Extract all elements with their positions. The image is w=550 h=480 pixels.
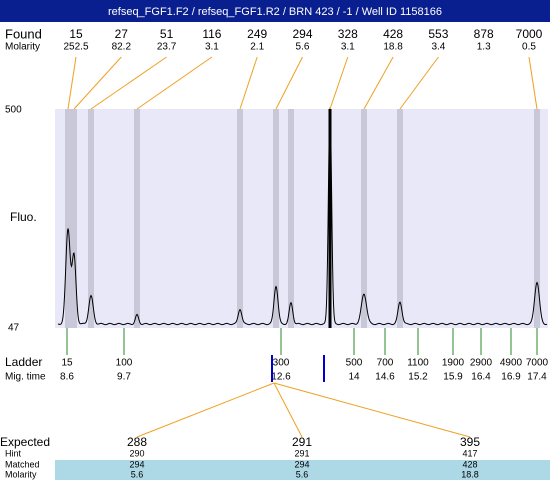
molarity-value: 0.5 <box>522 42 536 53</box>
ladder-label: Ladder <box>5 355 42 369</box>
cell: 294 <box>294 459 309 469</box>
found-size: 15 <box>69 27 83 41</box>
molarity-value: 5.6 <box>296 42 310 53</box>
ladder-size: 1100 <box>407 358 429 369</box>
mig-time: 15.2 <box>408 372 428 383</box>
axis-top: 500 <box>5 105 22 116</box>
title: refseq_FGF1.F2 / refseq_FGF1.R2 / BRN 42… <box>108 6 442 18</box>
found-connector <box>528 56 538 110</box>
found-size: 27 <box>115 27 129 41</box>
molarity-value: 18.8 <box>383 42 403 53</box>
found-connector <box>399 56 439 110</box>
mig-time: 9.7 <box>117 372 131 383</box>
molarity-value: 3.1 <box>341 42 355 53</box>
cell: 294 <box>129 459 144 469</box>
molarity-value: 3.1 <box>205 42 219 53</box>
band <box>288 109 294 328</box>
found-size: 51 <box>160 27 174 41</box>
found-size: 294 <box>292 27 312 41</box>
axis-label: Fluo. <box>10 210 37 224</box>
band <box>273 109 279 328</box>
band <box>534 109 540 328</box>
found-connector <box>73 56 122 110</box>
cell: 417 <box>462 448 477 458</box>
found-connector <box>275 56 303 110</box>
molarity-value: 3.4 <box>431 42 445 53</box>
trace <box>57 107 548 326</box>
found-connector <box>136 56 213 110</box>
matched-highlight <box>55 460 550 480</box>
molarity-value: 252.5 <box>63 42 88 53</box>
band <box>134 109 140 328</box>
mig-time: 8.6 <box>60 372 74 383</box>
found-size: 328 <box>338 27 358 41</box>
expected-connector <box>136 382 275 438</box>
band <box>65 109 71 328</box>
found-size: 553 <box>428 27 448 41</box>
cell: 291 <box>292 435 312 449</box>
mig-time: 16.4 <box>471 372 491 383</box>
row-label: Expected <box>0 435 50 449</box>
cell: 18.8 <box>461 469 479 479</box>
molarity-value: 1.3 <box>477 42 491 53</box>
found-size: 878 <box>474 27 494 41</box>
row-label: Hint <box>5 448 22 458</box>
row-label: Molarity <box>5 469 37 479</box>
ladder-size: 7000 <box>526 358 549 369</box>
ladder-size: 15 <box>61 358 73 369</box>
title-bar <box>0 0 550 22</box>
cell: 291 <box>294 448 309 458</box>
ladder-size: 700 <box>377 358 394 369</box>
mig-time-label: Mig. time <box>5 372 46 383</box>
found-connector <box>67 56 77 110</box>
found-size: 116 <box>202 27 221 41</box>
cell: 288 <box>127 435 147 449</box>
row-label: Matched <box>5 459 40 469</box>
found-connector <box>239 56 258 110</box>
cell: 395 <box>460 435 480 449</box>
found-label: Found <box>5 26 42 41</box>
molarity-value: 2.1 <box>250 42 264 53</box>
ladder-size: 500 <box>346 358 363 369</box>
ladder-size: 100 <box>116 358 133 369</box>
mig-time: 16.9 <box>501 372 521 383</box>
found-connector <box>329 56 349 110</box>
found-size: 249 <box>247 27 267 41</box>
found-connector <box>363 56 394 110</box>
molarity-value: 23.7 <box>157 42 177 53</box>
molarity-label: Molarity <box>5 42 40 53</box>
band <box>71 109 77 328</box>
found-connector <box>90 56 167 110</box>
mig-time: 14 <box>348 372 360 383</box>
found-size: 7000 <box>516 27 543 41</box>
ladder-size: 1900 <box>442 358 465 369</box>
axis-bottom: 47 <box>8 323 20 334</box>
band <box>397 109 403 328</box>
ladder-size: 2900 <box>470 358 493 369</box>
ladder-size: 300 <box>273 358 290 369</box>
expected-connector <box>273 382 303 438</box>
content: 15252.52782.25123.71163.12492.12945.6328… <box>0 27 549 479</box>
molarity-value: 82.2 <box>112 42 132 53</box>
cell: 290 <box>129 448 144 458</box>
expected-connector <box>273 382 471 438</box>
mig-time: 12.6 <box>271 372 291 383</box>
mig-time: 14.6 <box>375 372 395 383</box>
mig-time: 15.9 <box>443 372 463 383</box>
cell: 5.6 <box>131 469 144 479</box>
cell: 5.6 <box>296 469 309 479</box>
band <box>88 109 94 328</box>
ladder-size: 4900 <box>500 358 523 369</box>
mig-time: 17.4 <box>527 372 547 383</box>
band <box>361 109 367 328</box>
band <box>237 109 243 328</box>
cell: 428 <box>462 459 477 469</box>
plot-area <box>55 109 548 328</box>
found-size: 428 <box>383 27 403 41</box>
